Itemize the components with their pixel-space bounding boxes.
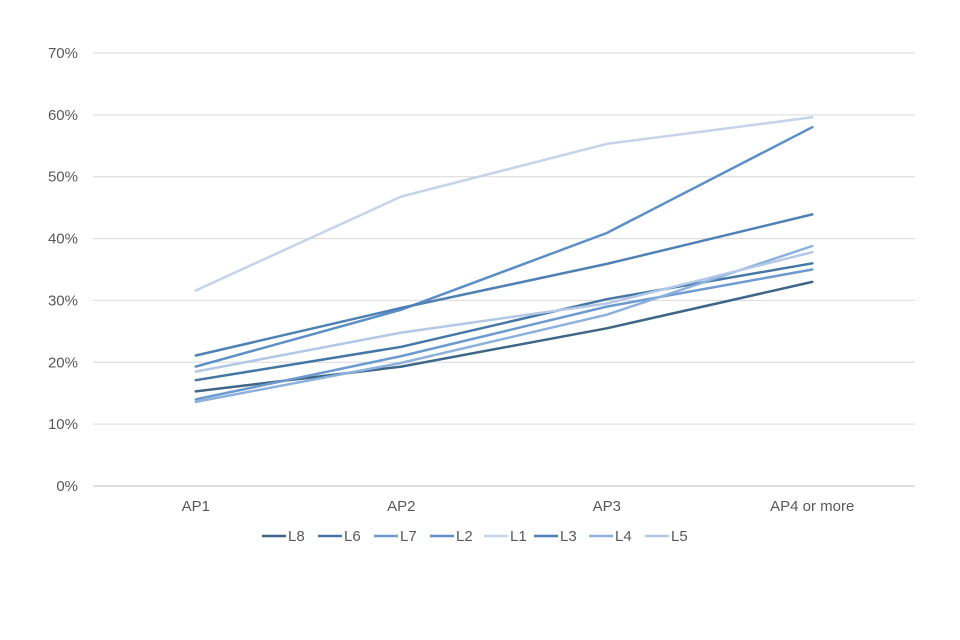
legend-label: L5 [671, 528, 688, 545]
x-tick-label: AP3 [593, 498, 621, 515]
legend-label: L4 [615, 528, 632, 545]
series-line-l1 [194, 116, 814, 292]
legend-item-l2: L2 [430, 528, 473, 545]
legend-label: L3 [560, 528, 577, 545]
series-line-l5 [194, 250, 814, 373]
legend-item-l3: L3 [534, 528, 577, 545]
legend-item-l5: L5 [645, 528, 688, 545]
y-tick-label: 50% [48, 169, 78, 186]
legend-item-l7: L7 [374, 528, 417, 545]
y-tick-label: 60% [48, 107, 78, 124]
series-line-l2 [194, 125, 814, 368]
legend-label: L8 [288, 528, 305, 545]
legend-label: L1 [510, 528, 527, 545]
y-tick-label: 0% [56, 478, 78, 495]
legend: L8 L6 L7 L2 L1 L3 L4 L5 [262, 528, 688, 545]
y-tick-label: 70% [48, 45, 78, 62]
x-tick-label: AP4 or more [770, 498, 854, 515]
series-line-l8 [194, 280, 814, 393]
legend-label: L6 [344, 528, 361, 545]
y-axis: 0% 10% 20% 30% 40% 50% 60% 70% [48, 45, 78, 495]
y-tick-label: 40% [48, 231, 78, 248]
y-tick-label: 30% [48, 292, 78, 309]
x-tick-label: AP1 [182, 498, 210, 515]
legend-label: L2 [456, 528, 473, 545]
x-axis: AP1 AP2 AP3 AP4 or more [182, 498, 855, 515]
legend-item-l8: L8 [262, 528, 305, 545]
legend-item-l6: L6 [318, 528, 361, 545]
y-tick-label: 10% [48, 416, 78, 433]
legend-item-l1: L1 [484, 528, 527, 545]
gridlines [93, 52, 915, 487]
series-lines [194, 116, 814, 404]
series-line-l4 [194, 244, 814, 404]
x-tick-label: AP2 [387, 498, 415, 515]
series-line-l3 [194, 213, 814, 357]
legend-label: L7 [400, 528, 417, 545]
series-line-l7 [194, 268, 814, 401]
y-tick-label: 20% [48, 354, 78, 371]
legend-item-l4: L4 [589, 528, 632, 545]
